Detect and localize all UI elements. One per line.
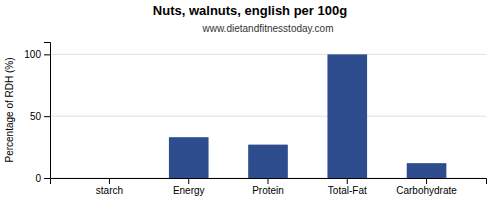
y-tick: 0 [35, 173, 50, 184]
x-tick-label: Energy [173, 185, 205, 196]
bar [327, 54, 367, 178]
grid-line [50, 116, 486, 117]
x-tick: Carbohydrate [396, 178, 457, 196]
bar [248, 145, 288, 178]
bar [90, 178, 130, 179]
y-tick-mark [44, 54, 50, 55]
x-tick-label: Total-Fat [328, 185, 367, 196]
x-tick-label: Protein [252, 185, 284, 196]
plot-area: 0 50 100 starch Energy Protein Total-Fat Carboh… [24, 43, 486, 197]
title: Nuts, walnuts, english per 100g [153, 3, 347, 18]
y-tick-mark [44, 178, 50, 179]
x-tick-mark [426, 178, 427, 184]
y-tick-label: 50 [30, 111, 42, 122]
x-axis: starch Energy Protein Total-Fat Carbohydrate [51, 178, 487, 196]
subtitle: www.dietandfitnesstoday.com [202, 23, 334, 34]
x-tick-mark [268, 178, 269, 184]
x-tick: starch [96, 178, 123, 196]
y-axis-line [44, 43, 51, 179]
x-tick-mark [188, 178, 189, 184]
x-tick-label: Carbohydrate [396, 185, 457, 196]
x-tick: Protein [252, 178, 284, 196]
y-axis-title: Percentage of RDH (%) [4, 57, 15, 162]
bar [169, 137, 209, 178]
grid-line [50, 54, 486, 55]
y-tick-label: 0 [35, 173, 41, 184]
y-tick: 100 [24, 49, 50, 60]
bars [169, 54, 446, 178]
chart-svg: Nuts, walnuts, english per 100g www.dieta… [0, 0, 500, 200]
grid [50, 54, 486, 178]
y-axis: 0 50 100 [24, 43, 50, 184]
chart-container: Nuts, walnuts, english per 100g www.dieta… [0, 0, 500, 200]
x-axis-line [51, 179, 487, 185]
x-tick-label: starch [96, 185, 123, 196]
x-tick-mark [109, 178, 110, 184]
y-tick-label: 100 [24, 49, 41, 60]
x-tick-mark [347, 178, 348, 184]
x-tick: Total-Fat [328, 178, 367, 196]
y-tick: 50 [30, 111, 50, 122]
y-tick-mark [44, 116, 50, 117]
bar [407, 163, 447, 178]
x-tick: Energy [173, 178, 205, 196]
